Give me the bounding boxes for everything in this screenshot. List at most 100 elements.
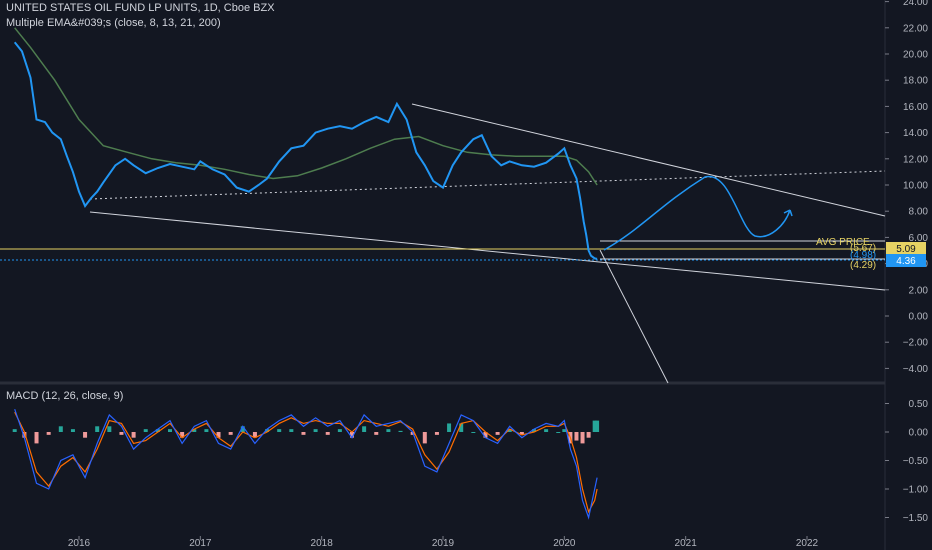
time-tick-label: 2021 [675,538,698,549]
level-label-lower: (4.29) [850,260,876,271]
histogram-bar [58,426,63,432]
histogram-bar [374,432,379,435]
histogram-bar [434,432,439,435]
histogram-bar [119,432,124,435]
histogram-bar [216,432,221,438]
histogram-bar [459,423,464,432]
price-tick-label: 12.00 [903,154,928,165]
macd-tick-label: 0.00 [909,428,929,439]
price-tick-label: 22.00 [903,23,928,34]
price-tick-label: 6.00 [909,233,929,244]
macd-line [14,409,598,520]
histogram-bar [595,420,600,432]
histogram-bar [574,432,579,441]
price-line [13,41,598,260]
histogram-bar [107,426,112,432]
histogram-bar [228,432,233,435]
upper-trendline[interactable] [411,103,886,217]
histogram-bar [556,432,561,433]
histogram-bar [544,429,549,432]
price-tick-label: 2.00 [909,285,929,296]
macd-tick-label: −0.50 [903,456,929,467]
time-tick-label: 2018 [311,538,334,549]
drawings[interactable] [89,103,886,384]
histogram-bar [422,432,427,444]
price-tick-label: 16.00 [903,102,928,113]
histogram-bar [289,429,294,432]
price-tick-label: 24.00 [903,0,928,8]
steep-trendline[interactable] [599,249,669,384]
histogram-bar [192,429,197,432]
histogram-bar [325,432,330,435]
histogram-bar [240,426,245,432]
macd-tick-label: −1.00 [903,485,929,496]
histogram-bar [483,432,488,438]
histogram-bar [46,432,51,435]
time-tick-label: 2022 [796,538,819,549]
price-tick-label: 10.00 [903,181,928,192]
histogram-bar [586,432,591,438]
histogram-bar [34,432,39,444]
histogram-bar [350,432,354,438]
indicator-legend[interactable]: Multiple EMA&#039;s (close, 8, 13, 21, 2… [6,17,221,29]
histogram-bar [580,432,585,444]
chart-title[interactable]: UNITED STATES OIL FUND LP UNITS, 1D, Cbo… [6,2,275,14]
histogram-bar [155,429,160,432]
price-tick-label: 0.00 [909,312,929,323]
last-price-tag [886,254,926,267]
histogram-bar [362,426,367,432]
histogram-bar [180,432,185,438]
histogram-bar [301,432,306,435]
histogram-bar [131,432,136,438]
macd-histogram [12,420,600,444]
histogram-bar [252,432,257,438]
histogram-bar [386,429,391,432]
price-tick-label: 18.00 [903,76,928,87]
histogram-bar [313,429,318,432]
price-tick-label: 8.00 [909,207,929,218]
lower-trendline[interactable] [89,211,886,291]
projection-arrow[interactable] [603,175,793,251]
macd-tick-label: 0.50 [909,399,929,410]
price-tick-label: −4.00 [903,364,929,375]
histogram-bar [447,423,452,432]
macd-legend[interactable]: MACD (12, 26, close, 9) [6,390,124,402]
histogram-bar [143,429,148,432]
histogram-bar [398,430,403,432]
histogram-bar [532,429,536,432]
histogram-bar [471,432,476,433]
histogram-bar [495,432,500,435]
macd-tick-label: −1.50 [903,513,929,524]
last-price-tag-text: 4.36 [896,256,916,267]
histogram-bar [265,429,270,432]
histogram-bar [22,432,27,438]
ema-200-line [14,27,598,186]
histogram-bar [204,429,209,432]
time-tick-label: 2017 [189,538,212,549]
histogram-bar [168,429,172,432]
histogram-bar [83,432,88,438]
avg-price-label: AVG PRICE [816,237,870,248]
macd-axis-ticks: 0.50 0.00 −0.50 −1.00 −1.50 [885,399,928,524]
price-tick-label: 14.00 [903,128,928,139]
price-tick-label: 20.00 [903,50,928,61]
price-tick-label: −2.00 [903,338,929,349]
time-axis-ticks: 2016 2017 2018 2019 2020 2021 2022 [68,536,819,549]
histogram-bar [12,429,17,432]
time-tick-label: 2020 [553,538,576,549]
avg-price-tag [886,242,926,255]
histogram-bar [95,426,100,432]
time-tick-label: 2016 [68,538,91,549]
level-lines[interactable] [0,240,885,261]
histogram-bar [562,429,567,432]
histogram-bar [592,420,597,432]
histogram-bar [277,429,282,432]
level-label-mid: (4.98) [850,250,876,261]
histogram-bar [337,429,342,432]
histogram-bar [507,429,512,432]
time-tick-label: 2019 [432,538,455,549]
histogram-bar [519,432,524,435]
avg-price-tag-text: 5.09 [896,244,916,255]
level-label-upper: (5.67) [850,243,876,254]
